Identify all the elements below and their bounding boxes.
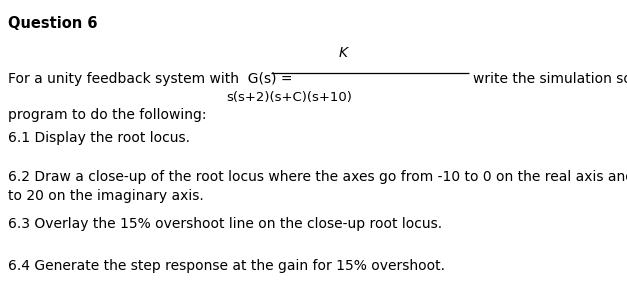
Text: K: K xyxy=(339,46,348,60)
Text: Question 6: Question 6 xyxy=(8,16,98,31)
Text: 6.4 Generate the step response at the gain for 15% overshoot.: 6.4 Generate the step response at the ga… xyxy=(8,259,445,273)
Text: write the simulation software: write the simulation software xyxy=(473,72,627,86)
Text: 6.3 Overlay the 15% overshoot line on the close-up root locus.: 6.3 Overlay the 15% overshoot line on th… xyxy=(8,217,442,232)
Text: For a unity feedback system with  G(s) =: For a unity feedback system with G(s) = xyxy=(8,72,293,86)
Text: 6.1 Display the root locus.: 6.1 Display the root locus. xyxy=(8,131,190,145)
Text: 6.2 Draw a close-up of the root locus where the axes go from -10 to 0 on the rea: 6.2 Draw a close-up of the root locus wh… xyxy=(8,170,627,203)
Text: program to do the following:: program to do the following: xyxy=(8,108,207,122)
Text: s(s+2)(s+C)(s+10): s(s+2)(s+C)(s+10) xyxy=(227,91,352,104)
